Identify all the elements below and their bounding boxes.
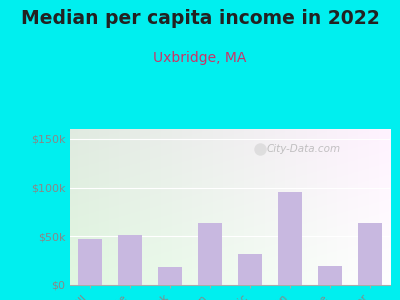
Bar <box>238 254 262 285</box>
Bar <box>278 192 302 285</box>
Bar <box>78 239 102 285</box>
Text: City-Data.com: City-Data.com <box>266 144 341 154</box>
Bar <box>158 268 182 285</box>
Text: Median per capita income in 2022: Median per capita income in 2022 <box>21 9 379 28</box>
Bar <box>118 235 142 285</box>
Bar <box>358 223 382 285</box>
Bar <box>198 223 222 285</box>
Bar <box>318 266 342 285</box>
Text: Uxbridge, MA: Uxbridge, MA <box>153 51 247 65</box>
